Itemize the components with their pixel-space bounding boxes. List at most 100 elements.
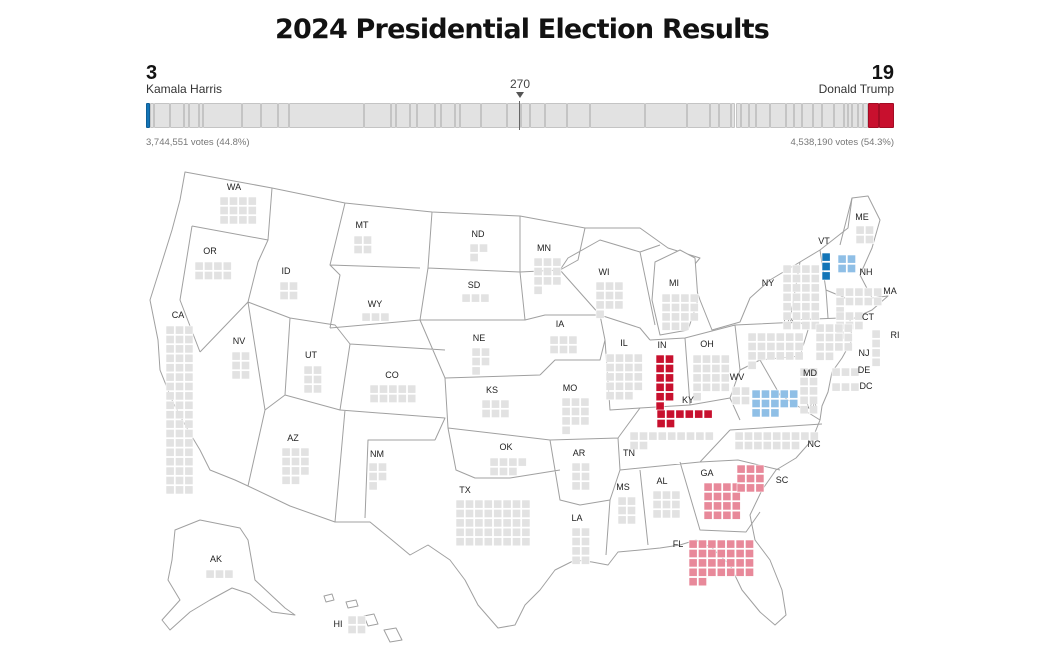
bar-segment-mi[interactable]	[460, 103, 482, 128]
bar-segment-wi[interactable]	[507, 103, 522, 128]
state-vt[interactable]: VT	[818, 236, 831, 281]
state-tx[interactable]: TX	[455, 485, 531, 547]
bar-segment-il[interactable]	[364, 103, 391, 128]
bar-segment-tx[interactable]	[589, 103, 646, 128]
bar-segment-az[interactable]	[529, 103, 545, 128]
bar-segment-id[interactable]	[852, 103, 858, 128]
state-ny[interactable]: NY	[762, 264, 820, 330]
bar-segment-oh[interactable]	[686, 103, 711, 128]
bar-segment-ut[interactable]	[785, 103, 794, 128]
state-az[interactable]: AZ	[281, 433, 310, 485]
bar-segment-nc[interactable]	[567, 103, 590, 128]
bar-segment-me[interactable]	[435, 103, 441, 128]
state-ma[interactable]: MA	[835, 286, 897, 316]
state-ok[interactable]: OK	[489, 442, 527, 476]
state-ms[interactable]: MS	[616, 482, 636, 525]
bar-segment-sd[interactable]	[843, 103, 849, 128]
bar-segment-nj[interactable]	[241, 103, 262, 128]
state-nd[interactable]: ND	[469, 229, 488, 262]
state-co[interactable]: CO	[369, 370, 417, 403]
bar-segment-co[interactable]	[396, 103, 411, 128]
state-ar[interactable]: AR	[571, 448, 590, 491]
state-mn[interactable]: MN	[533, 243, 562, 295]
bar-segment-mo[interactable]	[756, 103, 771, 128]
bar-segment-nd[interactable]	[848, 103, 853, 128]
state-tn[interactable]: TN	[623, 431, 714, 458]
state-sd[interactable]: SD	[461, 280, 490, 303]
state-ak[interactable]: AK	[205, 554, 234, 579]
state-hi[interactable]: HI	[334, 615, 366, 634]
state-ri[interactable]: RI	[871, 329, 900, 367]
bar-segment-wv[interactable]	[857, 103, 864, 128]
bar-segment-or[interactable]	[278, 103, 290, 128]
bar-segment-vt[interactable]	[146, 103, 151, 128]
bar-segment-mt[interactable]	[735, 103, 742, 128]
state-nv[interactable]: NV	[231, 336, 250, 380]
state-ky[interactable]: KY	[656, 395, 713, 428]
bar-segment-va[interactable]	[417, 103, 436, 128]
bar-segment-nm[interactable]	[410, 103, 418, 128]
bar-segment-ny[interactable]	[203, 103, 242, 128]
state-me[interactable]: ME	[855, 212, 874, 244]
bar-segment-nh[interactable]	[454, 103, 461, 128]
state-mo[interactable]: MO	[561, 383, 590, 435]
bar-segment-dc[interactable]	[150, 103, 155, 128]
state-ia[interactable]: IA	[549, 319, 578, 354]
bar-segment-hi[interactable]	[390, 103, 397, 128]
bar-segment-wa[interactable]	[261, 103, 279, 128]
bar-segment-ri[interactable]	[183, 103, 190, 128]
electoral-vote-square	[731, 510, 741, 520]
state-al[interactable]: AL	[652, 476, 681, 519]
bar-segment-in[interactable]	[878, 103, 894, 128]
state-ut[interactable]: UT	[303, 350, 322, 394]
bar-segment-ar[interactable]	[813, 103, 822, 128]
bar-segment-ky[interactable]	[867, 103, 879, 128]
bar-segment-tn[interactable]	[770, 103, 786, 128]
bar-segment-md[interactable]	[169, 103, 184, 128]
bar-segment-pa[interactable]	[481, 103, 508, 128]
state-ks[interactable]: KS	[481, 385, 510, 418]
bar-segment-ok[interactable]	[834, 103, 844, 128]
state-id[interactable]: ID	[279, 266, 298, 300]
state-de[interactable]: DE	[831, 365, 870, 377]
bar-segment-ne[interactable]	[749, 103, 757, 128]
bar-segment-ga[interactable]	[545, 103, 568, 128]
state-or[interactable]: OR	[194, 246, 232, 280]
bar-segment-ia[interactable]	[710, 103, 719, 128]
state-mi[interactable]: MI	[661, 278, 699, 331]
bar-segment-wy[interactable]	[863, 103, 868, 128]
bar-segment-ms[interactable]	[793, 103, 803, 128]
bar-segment-nv[interactable]	[521, 103, 530, 128]
state-in[interactable]: IN	[655, 340, 674, 411]
bar-segment-al[interactable]	[821, 103, 835, 128]
bar-segment-ak[interactable]	[731, 103, 736, 128]
bar-segment-sc[interactable]	[718, 103, 732, 128]
state-fl[interactable]: FL	[673, 539, 754, 587]
state-wy[interactable]: WY	[361, 299, 390, 322]
state-nh[interactable]: NH	[837, 254, 873, 277]
bar-segment-de[interactable]	[198, 103, 203, 128]
state-il[interactable]: IL	[605, 338, 643, 401]
bar-segment-ca[interactable]	[289, 103, 365, 128]
state-nm[interactable]: NM	[368, 449, 387, 491]
bar-segment-ks[interactable]	[741, 103, 750, 128]
bar-segment-mn[interactable]	[440, 103, 455, 128]
state-sc[interactable]: SC	[736, 464, 789, 493]
state-ca[interactable]: CA	[165, 310, 194, 495]
state-nj[interactable]: NJ	[815, 323, 870, 361]
state-wi[interactable]: WI	[595, 267, 624, 319]
state-oh[interactable]: OH	[692, 339, 730, 402]
state-ga[interactable]: GA	[700, 468, 741, 520]
state-dc[interactable]: DC	[831, 381, 873, 392]
state-nc[interactable]: NC	[734, 431, 821, 450]
state-wv[interactable]: WV	[730, 372, 750, 405]
bar-segment-ct[interactable]	[189, 103, 199, 128]
bar-segment-la[interactable]	[802, 103, 814, 128]
state-ne[interactable]: NE	[471, 333, 490, 376]
state-mt[interactable]: MT	[353, 220, 372, 254]
bar-segment-ma[interactable]	[154, 103, 170, 128]
state-la[interactable]: LA	[571, 513, 590, 565]
state-wa[interactable]: WA	[219, 182, 257, 225]
state-md[interactable]: MD	[799, 367, 818, 415]
bar-segment-fl[interactable]	[645, 103, 687, 128]
